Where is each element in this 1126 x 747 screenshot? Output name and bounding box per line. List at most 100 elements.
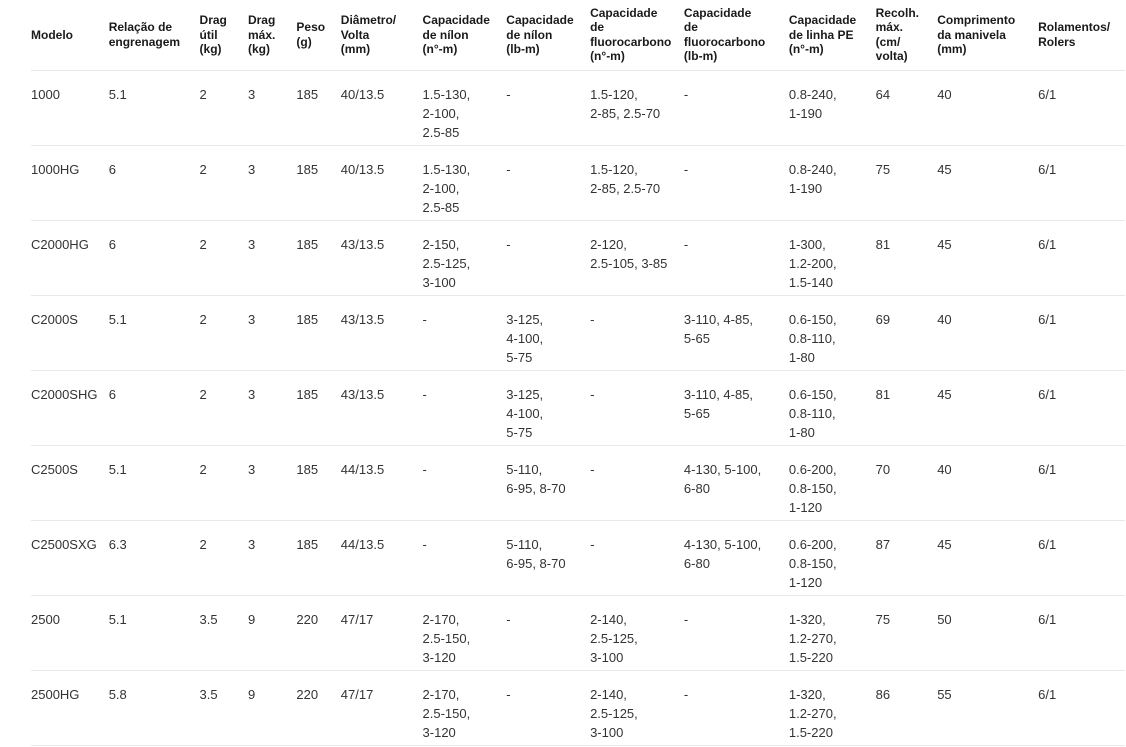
- cell-relacao-de-engrenagem: 6: [108, 145, 200, 221]
- cell-modelo: 1000HG: [31, 145, 109, 221]
- cell-diametro-volta-mm: 43/13.5: [340, 220, 423, 296]
- cell-capacidade-de-fluorocarbono-no-m: 2-140, 2.5-125, 3-100: [590, 670, 684, 746]
- cell-capacidade-de-nilon-no-m: -: [422, 370, 507, 446]
- cell-rolamentos-rolers: 6/1: [1038, 70, 1125, 146]
- cell-drag-util-kg: 2: [199, 220, 248, 296]
- cell-relacao-de-engrenagem: 5.1: [108, 595, 200, 671]
- column-header-peso-g: Peso (g): [296, 0, 341, 71]
- cell-modelo: 2500HG: [31, 670, 109, 746]
- cell-capacidade-de-nilon-lb-m: -: [506, 70, 591, 146]
- cell-diametro-volta-mm: 47/17: [340, 670, 423, 746]
- cell-peso-g: 185: [296, 295, 341, 371]
- cell-capacidade-de-linha-pe-no-m: 0.6-150, 0.8-110, 1-80: [788, 370, 876, 446]
- cell-comprimento-da-manivela-mm: 45: [937, 145, 1039, 221]
- column-header-relacao-de-engrenagem: Relação de engrenagem: [108, 0, 200, 71]
- cell-relacao-de-engrenagem: 5.1: [108, 295, 200, 371]
- cell-relacao-de-engrenagem: 6: [108, 220, 200, 296]
- cell-capacidade-de-fluorocarbono-lb-m: -: [683, 670, 789, 746]
- table-row: 1000 5.1 2 3 185 40/13.5 1.5-130, 2-100, 2.5-8…: [31, 70, 1125, 146]
- cell-capacidade-de-nilon-lb-m: -: [506, 220, 591, 296]
- cell-drag-max-kg: 9: [247, 670, 297, 746]
- cell-relacao-de-engrenagem: 6: [108, 370, 200, 446]
- cell-diametro-volta-mm: 40/13.5: [340, 70, 423, 146]
- cell-recolhimento-max-cm-volta: 81: [875, 220, 938, 296]
- cell-rolamentos-rolers: 6/1: [1038, 370, 1125, 446]
- cell-drag-util-kg: 3.5: [199, 670, 248, 746]
- cell-drag-max-kg: 3: [247, 220, 297, 296]
- cell-capacidade-de-nilon-lb-m: -: [506, 595, 591, 671]
- cell-modelo: C2000S: [31, 295, 109, 371]
- cell-capacidade-de-fluorocarbono-lb-m: 3-110, 4-85, 5-65: [683, 370, 789, 446]
- cell-capacidade-de-linha-pe-no-m: 1-320, 1.2-270, 1.5-220: [788, 670, 876, 746]
- cell-capacidade-de-nilon-no-m: 2-170, 2.5-150, 3-120: [422, 670, 507, 746]
- cell-peso-g: 185: [296, 145, 341, 221]
- cell-comprimento-da-manivela-mm: 45: [937, 220, 1039, 296]
- table-row: C2000HG 6 2 3 185 43/13.5 2-150, 2.5-125, 3-10…: [31, 220, 1125, 296]
- cell-peso-g: 220: [296, 670, 341, 746]
- cell-modelo: 2500: [31, 595, 109, 671]
- cell-drag-max-kg: 3: [247, 70, 297, 146]
- cell-diametro-volta-mm: 47/17: [340, 595, 423, 671]
- cell-capacidade-de-linha-pe-no-m: 0.8-240, 1-190: [788, 145, 876, 221]
- cell-rolamentos-rolers: 6/1: [1038, 670, 1125, 746]
- cell-rolamentos-rolers: 6/1: [1038, 520, 1125, 596]
- cell-drag-max-kg: 3: [247, 445, 297, 521]
- cell-peso-g: 185: [296, 220, 341, 296]
- cell-capacidade-de-fluorocarbono-no-m: -: [590, 295, 684, 371]
- cell-capacidade-de-nilon-no-m: -: [422, 520, 507, 596]
- cell-rolamentos-rolers: 6/1: [1038, 295, 1125, 371]
- cell-drag-max-kg: 3: [247, 370, 297, 446]
- cell-relacao-de-engrenagem: 5.1: [108, 445, 200, 521]
- column-header-diametro-volta-mm: Diâmetro/ Volta (mm): [340, 0, 423, 71]
- cell-relacao-de-engrenagem: 6.3: [108, 520, 200, 596]
- cell-capacidade-de-fluorocarbono-no-m: -: [590, 370, 684, 446]
- cell-capacidade-de-linha-pe-no-m: 0.8-240, 1-190: [788, 70, 876, 146]
- cell-capacidade-de-nilon-lb-m: 3-125, 4-100, 5-75: [506, 295, 591, 371]
- table-row: 2500HG 5.8 3.5 9 220 47/17 2-170, 2.5-150, 3-1…: [31, 670, 1125, 746]
- cell-peso-g: 220: [296, 595, 341, 671]
- cell-drag-max-kg: 9: [247, 595, 297, 671]
- column-header-recolhimento-max-cm-volta: Recolh. máx. (cm/ volta): [875, 0, 938, 71]
- cell-modelo: C2000SHG: [31, 370, 109, 446]
- cell-recolhimento-max-cm-volta: 87: [875, 520, 938, 596]
- cell-diametro-volta-mm: 43/13.5: [340, 370, 423, 446]
- cell-recolhimento-max-cm-volta: 75: [875, 595, 938, 671]
- cell-rolamentos-rolers: 6/1: [1038, 595, 1125, 671]
- cell-recolhimento-max-cm-volta: 69: [875, 295, 938, 371]
- cell-capacidade-de-fluorocarbono-lb-m: -: [683, 595, 789, 671]
- cell-capacidade-de-nilon-lb-m: -: [506, 145, 591, 221]
- table-row: C2500S 5.1 2 3 185 44/13.5-5-110, 6-95, 8-70-…: [31, 445, 1125, 521]
- cell-capacidade-de-nilon-lb-m: 3-125, 4-100, 5-75: [506, 370, 591, 446]
- cell-drag-util-kg: 2: [199, 145, 248, 221]
- cell-capacidade-de-nilon-lb-m: 5-110, 6-95, 8-70: [506, 520, 591, 596]
- cell-capacidade-de-fluorocarbono-lb-m: -: [683, 70, 789, 146]
- column-header-drag-max-kg: Drag máx. (kg): [247, 0, 297, 71]
- cell-capacidade-de-fluorocarbono-no-m: 1.5-120, 2-85, 2.5-70: [590, 145, 684, 221]
- cell-capacidade-de-linha-pe-no-m: 0.6-150, 0.8-110, 1-80: [788, 295, 876, 371]
- cell-recolhimento-max-cm-volta: 81: [875, 370, 938, 446]
- spec-table-body: 1000 5.1 2 3 185 40/13.5 1.5-130, 2-100, 2.5-8…: [31, 70, 1125, 746]
- cell-drag-util-kg: 2: [199, 445, 248, 521]
- cell-capacidade-de-fluorocarbono-no-m: 2-140, 2.5-125, 3-100: [590, 595, 684, 671]
- column-header-comprimento-da-manivela-mm: Comprimento da manivela (mm): [937, 0, 1039, 71]
- cell-comprimento-da-manivela-mm: 40: [937, 70, 1039, 146]
- cell-comprimento-da-manivela-mm: 45: [937, 370, 1039, 446]
- column-header-rolamentos-rolers: Rolamentos/ Rolers: [1038, 0, 1125, 71]
- cell-recolhimento-max-cm-volta: 75: [875, 145, 938, 221]
- cell-recolhimento-max-cm-volta: 64: [875, 70, 938, 146]
- cell-capacidade-de-linha-pe-no-m: 1-320, 1.2-270, 1.5-220: [788, 595, 876, 671]
- cell-capacidade-de-fluorocarbono-lb-m: 4-130, 5-100, 6-80: [683, 445, 789, 521]
- cell-diametro-volta-mm: 44/13.5: [340, 520, 423, 596]
- column-header-capacidade-de-fluorocarbono-no-m: Capacidade de fluorocarbono (n°-m): [590, 0, 684, 71]
- cell-capacidade-de-fluorocarbono-no-m: -: [590, 445, 684, 521]
- cell-modelo: C2000HG: [31, 220, 109, 296]
- cell-capacidade-de-fluorocarbono-no-m: 1.5-120, 2-85, 2.5-70: [590, 70, 684, 146]
- cell-modelo: C2500SXG: [31, 520, 109, 596]
- cell-drag-util-kg: 2: [199, 520, 248, 596]
- cell-drag-util-kg: 2: [199, 370, 248, 446]
- cell-peso-g: 185: [296, 445, 341, 521]
- cell-capacidade-de-nilon-no-m: 1.5-130, 2-100, 2.5-85: [422, 145, 507, 221]
- cell-capacidade-de-linha-pe-no-m: 0.6-200, 0.8-150, 1-120: [788, 520, 876, 596]
- header-row: Modelo Relação de engrenagem Drag útil (kg…: [31, 0, 1125, 71]
